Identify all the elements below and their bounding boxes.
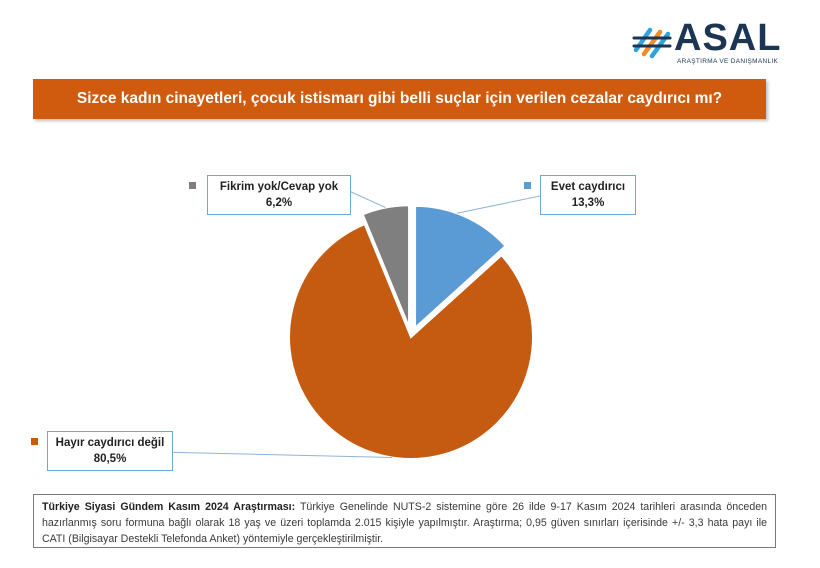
leader-line-evet [456, 195, 541, 214]
title-banner: Sizce kadın cinayetleri, çocuk istismarı… [33, 79, 766, 119]
label-fikrim-yok: Fikrim yok/Cevap yok 6,2% [207, 175, 351, 215]
label-evet: Evet caydırıcı 13,3% [540, 175, 636, 215]
logo-subtitle: ARAŞTIRMA VE DANIŞMANLIK [677, 58, 779, 65]
legend-marker-fikrim [189, 182, 196, 189]
label-hayir: Hayır caydırıcı değil 80,5% [47, 431, 173, 471]
legend-marker-evet [524, 182, 531, 189]
footnote-text: Türkiye Genelinde NUTS-2 sistemine göre … [42, 501, 767, 545]
label-fikrim-name: Fikrim yok/Cevap yok [219, 181, 339, 193]
pie-slice-hayir [288, 222, 534, 460]
label-fikrim-value: 6,2% [265, 197, 293, 209]
label-evet-name: Evet caydırıcı [550, 181, 626, 193]
footnote: Türkiye Siyasi Gündem Kasım 2024 Araştır… [33, 494, 776, 548]
asal-logo-icon [632, 27, 672, 59]
label-hayir-value: 80,5% [93, 453, 127, 465]
label-hayir-name: Hayır caydırıcı değil [55, 437, 165, 449]
leader-line-hayir [157, 451, 392, 458]
legend-marker-hayir [31, 438, 38, 445]
logo-name: ASAL [674, 17, 782, 59]
pie-slice-evet [414, 204, 507, 331]
footnote-title: Türkiye Siyasi Gündem Kasım 2024 Araştır… [42, 501, 296, 513]
label-evet-value: 13,3% [571, 197, 605, 209]
chart-title: Sizce kadın cinayetleri, çocuk istismarı… [76, 90, 723, 107]
asal-logo: ASAL ARAŞTIRMA VE DANIŞMANLIK [630, 17, 782, 68]
